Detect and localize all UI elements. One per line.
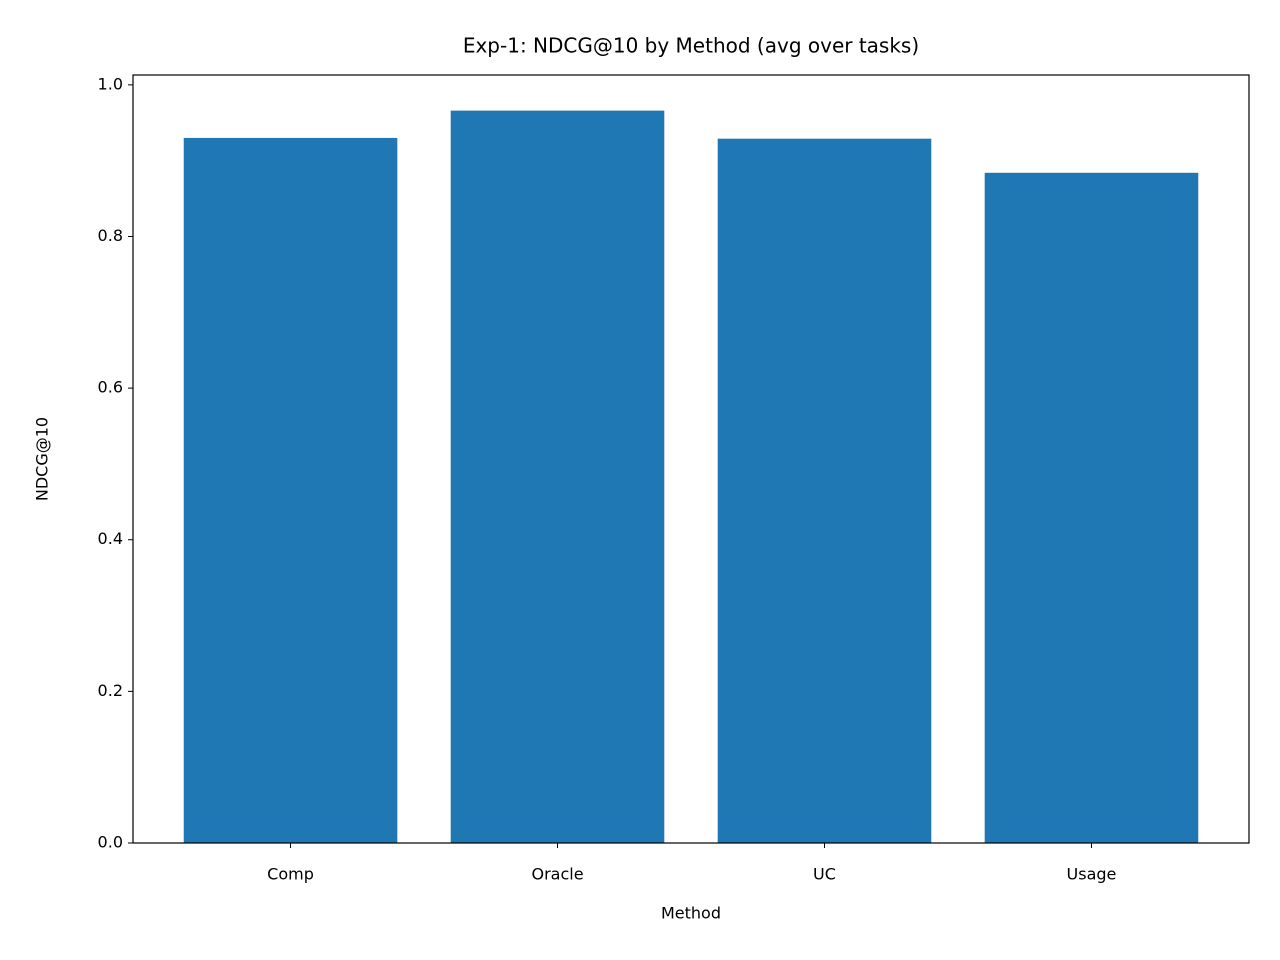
y-tick-label: 1.0 <box>98 74 123 93</box>
x-tick-label: Oracle <box>531 865 583 884</box>
bar <box>183 137 398 843</box>
x-tick-label: UC <box>813 865 836 884</box>
y-tick-label: 0.8 <box>98 226 123 245</box>
y-tick-label: 0.6 <box>98 378 123 397</box>
y-tick-label: 0.4 <box>98 529 123 548</box>
bar <box>717 138 932 844</box>
chart-title: Exp-1: NDCG@10 by Method (avg over tasks… <box>463 34 919 58</box>
bar <box>984 172 1199 843</box>
x-tick-label: Usage <box>1067 865 1117 884</box>
y-tick-label: 0.0 <box>98 833 123 852</box>
bar <box>450 110 665 844</box>
x-axis-label: Method <box>661 904 721 923</box>
x-tick-label: Comp <box>267 865 314 884</box>
y-tick-label: 0.2 <box>98 681 123 700</box>
plot-frame <box>132 74 1250 844</box>
y-axis-label: NDCG@10 <box>33 417 52 501</box>
